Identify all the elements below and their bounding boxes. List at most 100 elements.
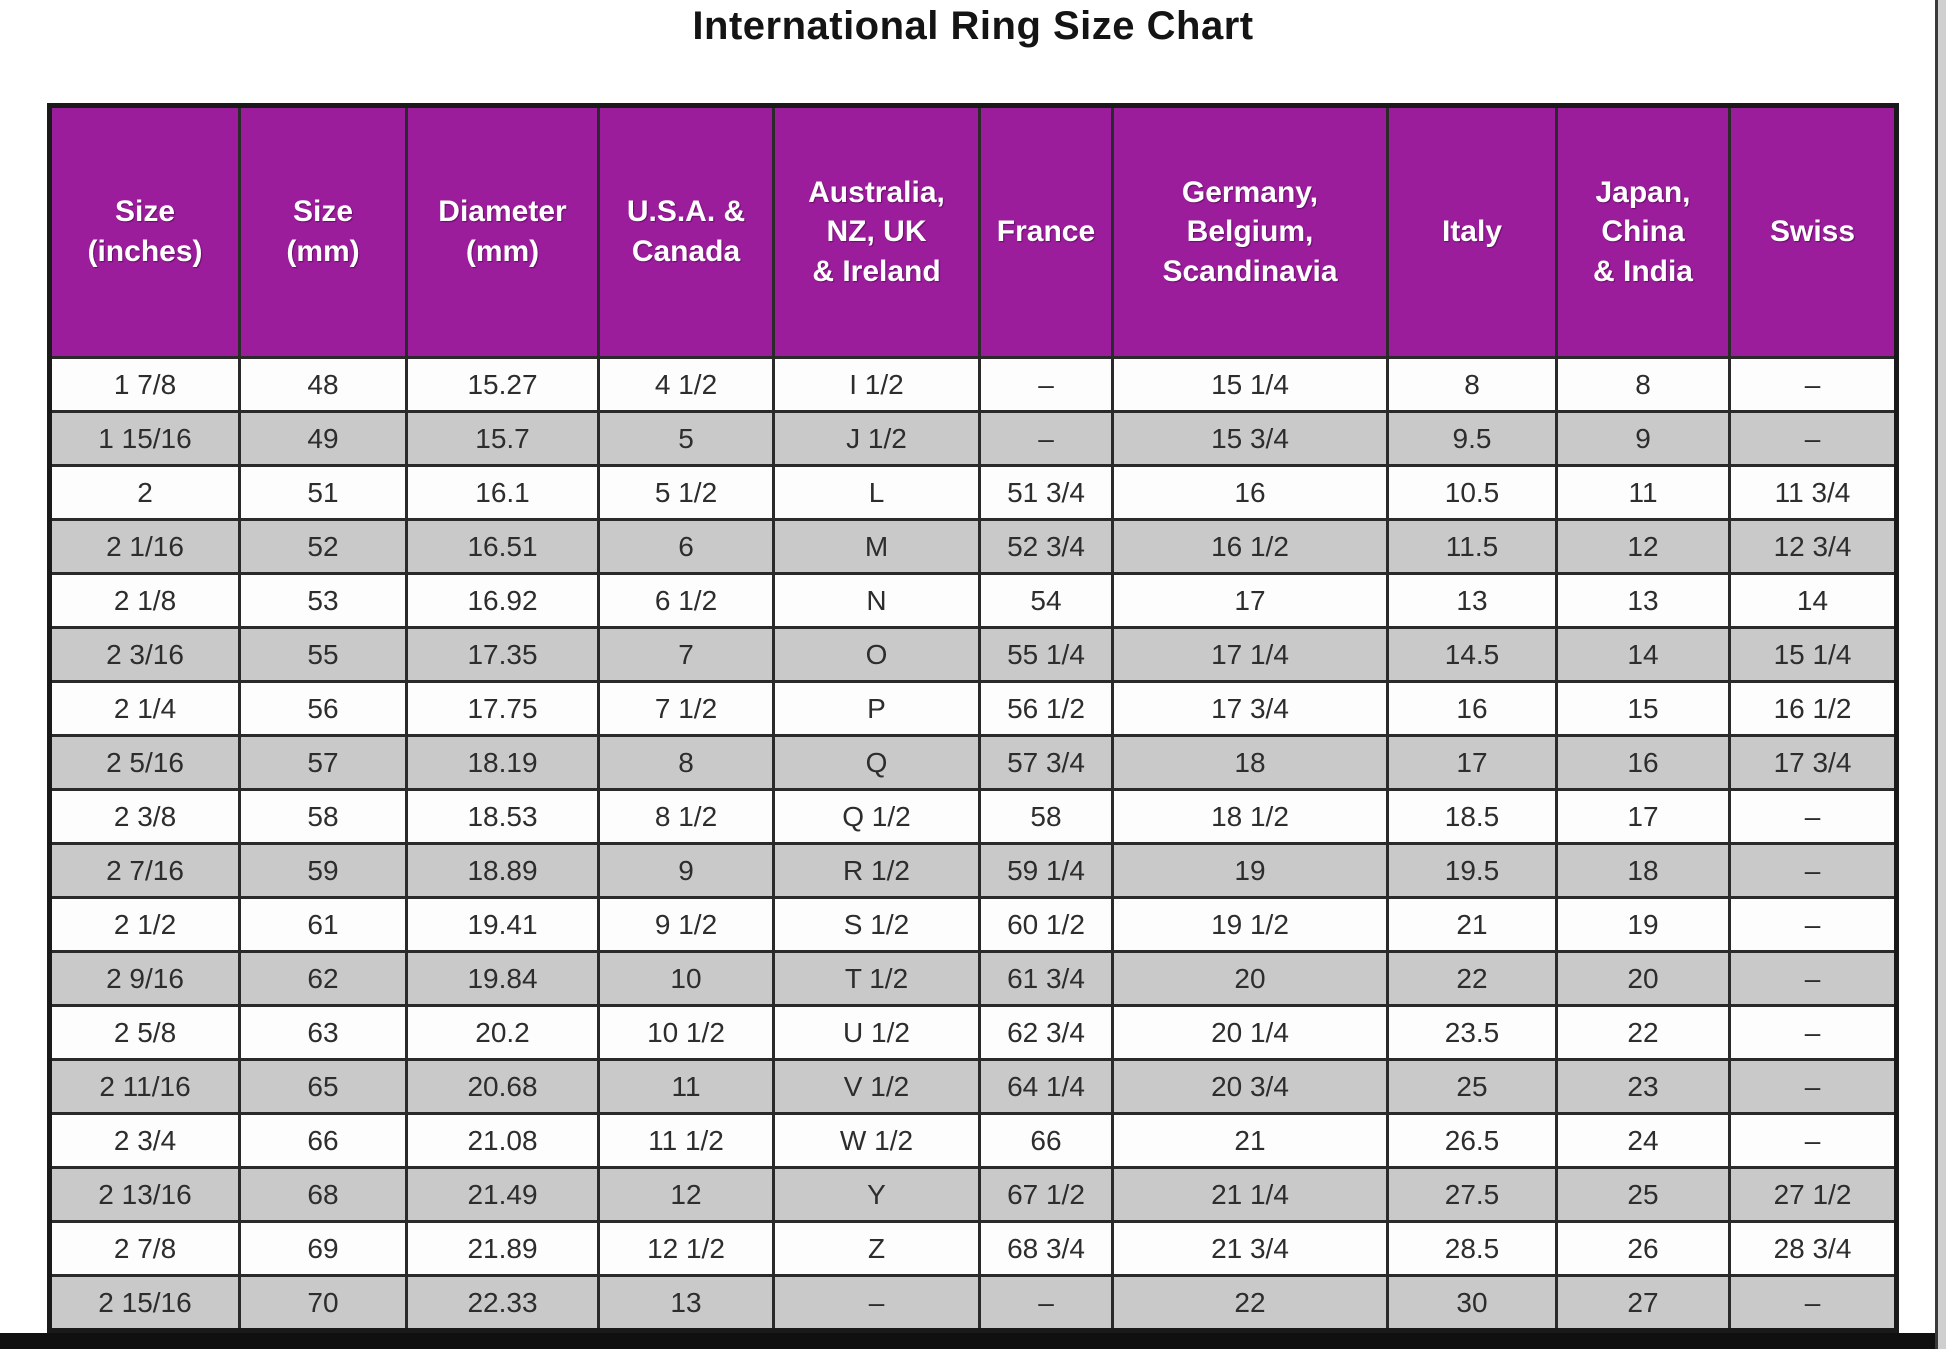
cell-germany-belgium-scandinavia: 20 3/4 (1111, 1058, 1389, 1115)
cell-size-inches: 2 5/8 (48, 1004, 241, 1061)
table-row: 1 7/8 48 15.27 4 1/2 I 1/2–15 1/4 8 8– (48, 356, 1898, 413)
cell-france: 55 1/4 (978, 626, 1114, 683)
cell-germany-belgium-scandinavia: 15 3/4 (1111, 410, 1389, 467)
cell-usa-canada: 11 1/2 (597, 1112, 775, 1169)
cell-italy: 19.5 (1386, 842, 1558, 899)
cell-swiss: – (1728, 1112, 1898, 1169)
cell-size-mm: 48 (238, 356, 408, 413)
cell-diameter-mm: 20.68 (405, 1058, 600, 1115)
cell-japan-china-india: 24 (1555, 1112, 1731, 1169)
cell-germany-belgium-scandinavia: 18 (1111, 734, 1389, 791)
cell-japan-china-india: 9 (1555, 410, 1731, 467)
cell-swiss: – (1728, 1274, 1898, 1332)
cell-germany-belgium-scandinavia: 17 1/4 (1111, 626, 1389, 683)
cell-italy: 11.5 (1386, 518, 1558, 575)
cell-size-mm: 49 (238, 410, 408, 467)
cell-swiss: 15 1/4 (1728, 626, 1898, 683)
cell-japan-china-india: 20 (1555, 950, 1731, 1007)
table-row: 2 9/16 62 19.84 10 T 1/2 61 3/4 20 22 20– (48, 950, 1898, 1007)
cell-italy: 28.5 (1386, 1220, 1558, 1277)
cell-size-mm: 57 (238, 734, 408, 791)
cell-diameter-mm: 18.19 (405, 734, 600, 791)
cell-diameter-mm: 18.89 (405, 842, 600, 899)
cell-germany-belgium-scandinavia: 16 1/2 (1111, 518, 1389, 575)
cell-size-inches: 1 7/8 (48, 356, 241, 413)
cell-germany-belgium-scandinavia: 20 (1111, 950, 1389, 1007)
cell-france: 57 3/4 (978, 734, 1114, 791)
table-row: 2 3/8 58 18.53 8 1/2 Q 1/2 58 18 1/2 18.5 17– (48, 788, 1898, 845)
cell-japan-china-india: 8 (1555, 356, 1731, 413)
cell-size-inches: 2 3/16 (48, 626, 241, 683)
cell-france: 67 1/2 (978, 1166, 1114, 1223)
table-row: 2 1/2 61 19.41 9 1/2 S 1/2 60 1/2 19 1/2 21 19– (48, 896, 1898, 953)
cell-diameter-mm: 19.84 (405, 950, 600, 1007)
cell-australia-nz-uk-ireland: Q 1/2 (772, 788, 981, 845)
cell-size-mm: 51 (238, 464, 408, 521)
cell-germany-belgium-scandinavia: 21 1/4 (1111, 1166, 1389, 1223)
cell-france: 61 3/4 (978, 950, 1114, 1007)
cell-size-mm: 61 (238, 896, 408, 953)
cell-size-mm: 58 (238, 788, 408, 845)
cell-italy: 30 (1386, 1274, 1558, 1332)
cell-australia-nz-uk-ireland: T 1/2 (772, 950, 981, 1007)
cell-size-mm: 62 (238, 950, 408, 1007)
cell-japan-china-india: 19 (1555, 896, 1731, 953)
column-header-italy: Italy (1386, 104, 1558, 359)
cell-size-inches: 2 15/16 (48, 1274, 241, 1332)
cell-usa-canada: 12 (597, 1166, 775, 1223)
cell-size-inches: 2 (48, 464, 241, 521)
cell-france: 66 (978, 1112, 1114, 1169)
cell-australia-nz-uk-ireland: S 1/2 (772, 896, 981, 953)
cell-australia-nz-uk-ireland: Q (772, 734, 981, 791)
table-row: 2 7/16 59 18.89 9 R 1/2 59 1/4 19 19.5 18– (48, 842, 1898, 899)
cell-usa-canada: 7 (597, 626, 775, 683)
cell-size-inches: 1 15/16 (48, 410, 241, 467)
cell-france: 51 3/4 (978, 464, 1114, 521)
cell-italy: 21 (1386, 896, 1558, 953)
cell-size-inches: 2 3/8 (48, 788, 241, 845)
cell-diameter-mm: 21.08 (405, 1112, 600, 1169)
cell-swiss: 17 3/4 (1728, 734, 1898, 791)
cell-france: – (978, 356, 1114, 413)
table-row: 2 13/16 68 21.49 12 Y 67 1/2 21 1/4 27.5 25 27 1/… (48, 1166, 1898, 1223)
cell-france: 59 1/4 (978, 842, 1114, 899)
cell-swiss: – (1728, 1004, 1898, 1061)
cell-germany-belgium-scandinavia: 20 1/4 (1111, 1004, 1389, 1061)
cell-italy: 8 (1386, 356, 1558, 413)
cell-germany-belgium-scandinavia: 17 (1111, 572, 1389, 629)
table-row: 2 11/16 65 20.68 11 V 1/2 64 1/4 20 3/4 25 23– (48, 1058, 1898, 1115)
cell-swiss: – (1728, 356, 1898, 413)
cell-size-mm: 56 (238, 680, 408, 737)
cell-swiss: 12 3/4 (1728, 518, 1898, 575)
cell-australia-nz-uk-ireland: M (772, 518, 981, 575)
cell-germany-belgium-scandinavia: 18 1/2 (1111, 788, 1389, 845)
cell-size-inches: 2 7/8 (48, 1220, 241, 1277)
cell-size-inches: 2 1/16 (48, 518, 241, 575)
cell-swiss: – (1728, 950, 1898, 1007)
cell-australia-nz-uk-ireland: J 1/2 (772, 410, 981, 467)
column-header-australia-nz-uk-ireland: Australia, NZ, UK & Ireland (772, 104, 981, 359)
right-edge-strip (1935, 0, 1946, 1349)
table-row: 2 51 16.1 5 1/2 L 51 3/4 16 10.5 11 11 3/4 (48, 464, 1898, 521)
cell-japan-china-india: 13 (1555, 572, 1731, 629)
cell-italy: 13 (1386, 572, 1558, 629)
cell-diameter-mm: 21.89 (405, 1220, 600, 1277)
cell-diameter-mm: 15.27 (405, 356, 600, 413)
cell-size-inches: 2 9/16 (48, 950, 241, 1007)
cell-france: 62 3/4 (978, 1004, 1114, 1061)
cell-germany-belgium-scandinavia: 15 1/4 (1111, 356, 1389, 413)
cell-size-inches: 2 5/16 (48, 734, 241, 791)
cell-usa-canada: 9 1/2 (597, 896, 775, 953)
cell-usa-canada: 5 (597, 410, 775, 467)
cell-australia-nz-uk-ireland: L (772, 464, 981, 521)
cell-usa-canada: 5 1/2 (597, 464, 775, 521)
cell-diameter-mm: 16.51 (405, 518, 600, 575)
cell-size-mm: 59 (238, 842, 408, 899)
cell-size-inches: 2 1/4 (48, 680, 241, 737)
cell-usa-canada: 6 (597, 518, 775, 575)
column-header-france: France (978, 104, 1114, 359)
cell-australia-nz-uk-ireland: V 1/2 (772, 1058, 981, 1115)
cell-diameter-mm: 18.53 (405, 788, 600, 845)
cell-australia-nz-uk-ireland: I 1/2 (772, 356, 981, 413)
cell-swiss: – (1728, 896, 1898, 953)
